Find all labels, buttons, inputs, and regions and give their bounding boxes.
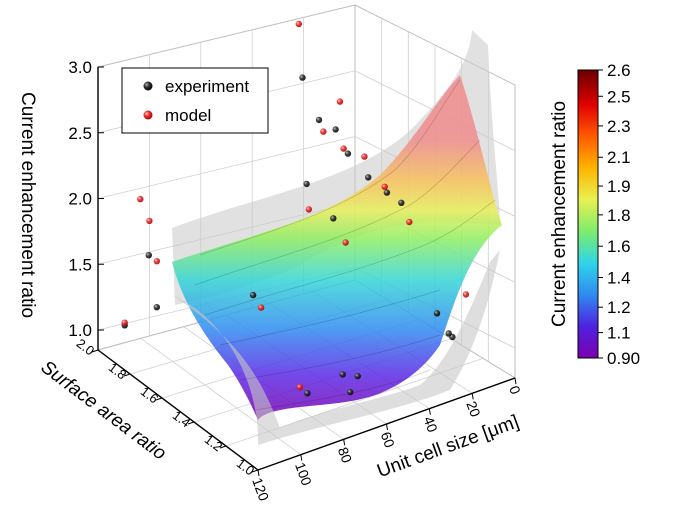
point-model bbox=[462, 291, 470, 298]
colorbar-gradient bbox=[577, 69, 599, 359]
surface-contours bbox=[194, 79, 496, 411]
point-experiment bbox=[332, 126, 339, 133]
x-tick-label: 20 bbox=[463, 399, 483, 419]
colorbar-tick-label: 1.8 bbox=[607, 206, 631, 225]
point-model bbox=[153, 258, 160, 265]
point-experiment bbox=[303, 180, 310, 188]
point-experiment bbox=[330, 215, 337, 222]
x-tick-label: 0 bbox=[506, 384, 524, 397]
z-axis-ticks: 1.0 1.5 2.0 2.5 3.0 bbox=[68, 58, 104, 340]
point-model bbox=[146, 217, 153, 225]
x-tick-label: 40 bbox=[421, 414, 441, 434]
point-experiment bbox=[339, 371, 346, 378]
legend-marker-model bbox=[143, 110, 153, 120]
colorbar-tick-label: 0.90 bbox=[607, 349, 640, 368]
point-experiment bbox=[398, 199, 405, 206]
x-tick-label: 60 bbox=[378, 430, 398, 450]
colorbar-ticks: 0.90 1.1 1.2 1.4 1.6 1.8 1.9 2.1 2.3 2.5 2.6 bbox=[598, 61, 640, 368]
point-model bbox=[296, 383, 304, 391]
point-model bbox=[305, 206, 312, 213]
x-tick-label: 100 bbox=[292, 460, 315, 488]
legend-label-model: model bbox=[165, 106, 211, 125]
point-model bbox=[342, 239, 349, 246]
confidence-band-lower bbox=[172, 250, 500, 445]
model-surface bbox=[172, 75, 502, 420]
y-tick-mark bbox=[155, 397, 163, 401]
y-axis-line bbox=[97, 349, 259, 471]
colorbar-tick-label: 2.6 bbox=[607, 61, 631, 80]
y-tick-mark bbox=[219, 445, 227, 449]
point-experiment bbox=[145, 252, 152, 259]
y-tick-mark bbox=[187, 421, 195, 425]
point-experiment bbox=[299, 74, 306, 81]
colorbar-tick-label: 1.6 bbox=[607, 237, 631, 256]
point-experiment bbox=[153, 304, 160, 311]
x-tick-mark bbox=[386, 423, 388, 431]
point-experiment bbox=[433, 310, 441, 317]
x-axis-label: Unit cell size [μm] bbox=[374, 411, 521, 482]
colorbar-tick-label: 1.4 bbox=[607, 269, 631, 288]
colorbar-tick-label: 2.3 bbox=[607, 117, 631, 136]
point-model bbox=[137, 195, 144, 203]
colorbar-tick-label: 2.5 bbox=[607, 87, 631, 106]
x-tick-mark bbox=[343, 439, 346, 446]
z-tick-label: 2.0 bbox=[68, 190, 92, 209]
colorbar-label: Current enhancement ratio bbox=[549, 101, 570, 327]
x-tick-label: 80 bbox=[335, 445, 355, 465]
colorbar-tick-label: 1.1 bbox=[607, 324, 631, 343]
z-axis-label: Current enhancement ratio bbox=[17, 92, 38, 318]
point-model bbox=[340, 145, 347, 152]
point-experiment bbox=[315, 116, 323, 124]
colorbar: 0.90 1.1 1.2 1.4 1.6 1.8 1.9 2.1 2.3 2.5 2.6 Curre… bbox=[549, 61, 640, 368]
point-model bbox=[257, 304, 265, 311]
point-experiment bbox=[365, 174, 372, 181]
y-tick-mark bbox=[123, 373, 131, 377]
scatter-points bbox=[121, 20, 470, 397]
x-axis-ticks: 0 20 40 60 80 100 120 bbox=[249, 377, 524, 504]
legend-marker-experiment bbox=[143, 81, 153, 91]
point-experiment bbox=[249, 291, 257, 299]
point-model bbox=[295, 20, 302, 28]
point-experiment bbox=[344, 150, 352, 157]
y-tick-mark bbox=[91, 349, 99, 353]
point-experiment bbox=[347, 388, 354, 396]
legend-label-experiment: experiment bbox=[165, 77, 249, 96]
y-tick-mark bbox=[251, 469, 259, 473]
point-experiment bbox=[383, 189, 391, 196]
surfaces bbox=[172, 30, 502, 445]
x-tick-label: 120 bbox=[249, 476, 272, 504]
z-tick-label: 1.0 bbox=[68, 321, 92, 340]
point-model bbox=[320, 128, 327, 135]
z-tick-label: 2.5 bbox=[68, 124, 92, 143]
point-model bbox=[121, 319, 128, 326]
x-tick-mark bbox=[514, 377, 517, 385]
legend: experiment model bbox=[121, 67, 269, 134]
x-tick-mark bbox=[257, 469, 260, 477]
x-tick-mark bbox=[471, 393, 474, 400]
legend-box bbox=[121, 67, 269, 134]
point-model bbox=[381, 183, 388, 190]
colorbar-tick-label: 2.1 bbox=[607, 148, 631, 167]
colorbar-tick-label: 1.2 bbox=[607, 298, 631, 317]
point-model bbox=[336, 98, 344, 105]
point-experiment bbox=[354, 372, 361, 380]
point-experiment bbox=[304, 390, 311, 397]
x-tick-mark bbox=[300, 454, 303, 461]
point-model bbox=[361, 153, 368, 160]
point-model bbox=[406, 218, 413, 226]
point-experiment bbox=[445, 330, 452, 337]
z-tick-label: 3.0 bbox=[68, 58, 92, 77]
colorbar-tick-label: 1.9 bbox=[607, 177, 631, 196]
x-tick-mark bbox=[428, 408, 431, 415]
z-tick-label: 1.5 bbox=[68, 255, 92, 274]
